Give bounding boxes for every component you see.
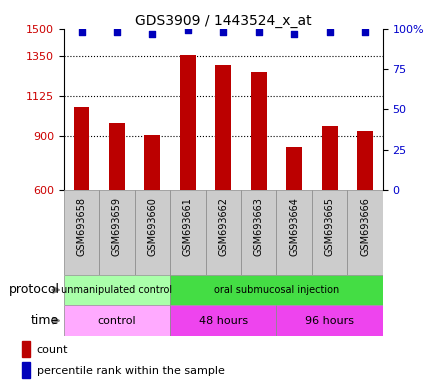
Bar — [64, 275, 170, 305]
Bar — [22, 362, 30, 378]
Bar — [251, 72, 267, 190]
Text: GSM693662: GSM693662 — [218, 197, 228, 256]
Bar — [64, 305, 170, 336]
Text: 96 hours: 96 hours — [305, 316, 354, 326]
Point — [291, 31, 298, 37]
Bar — [22, 341, 30, 357]
Point — [326, 29, 333, 35]
Bar — [312, 190, 347, 275]
Text: unmanipulated control: unmanipulated control — [62, 285, 172, 295]
Bar — [99, 190, 135, 275]
Text: GSM693663: GSM693663 — [254, 197, 264, 256]
Bar — [73, 107, 89, 190]
Bar — [180, 55, 196, 190]
Bar — [276, 305, 383, 336]
Point — [78, 29, 85, 35]
Text: control: control — [98, 316, 136, 326]
Text: GSM693661: GSM693661 — [183, 197, 193, 256]
Bar — [205, 190, 241, 275]
Point — [362, 29, 369, 35]
Text: GSM693659: GSM693659 — [112, 197, 122, 256]
Point — [114, 29, 121, 35]
Bar — [241, 190, 276, 275]
Text: GSM693664: GSM693664 — [289, 197, 299, 256]
Bar — [357, 131, 373, 190]
Bar — [286, 147, 302, 190]
Bar — [109, 123, 125, 190]
Text: GSM693665: GSM693665 — [325, 197, 335, 256]
Bar — [276, 190, 312, 275]
Text: GSM693658: GSM693658 — [77, 197, 87, 256]
Text: count: count — [37, 345, 68, 355]
Text: 48 hours: 48 hours — [199, 316, 248, 326]
Bar — [170, 305, 276, 336]
Point — [255, 29, 262, 35]
Bar — [144, 136, 161, 190]
Bar — [135, 190, 170, 275]
Text: protocol: protocol — [8, 283, 59, 296]
Bar — [215, 65, 231, 190]
Bar — [64, 190, 99, 275]
Point — [184, 27, 191, 33]
Point — [149, 31, 156, 37]
Title: GDS3909 / 1443524_x_at: GDS3909 / 1443524_x_at — [135, 14, 312, 28]
Bar — [170, 275, 383, 305]
Bar — [170, 190, 205, 275]
Text: time: time — [31, 314, 59, 327]
Text: oral submucosal injection: oral submucosal injection — [214, 285, 339, 295]
Text: percentile rank within the sample: percentile rank within the sample — [37, 366, 224, 376]
Bar — [322, 126, 337, 190]
Bar — [347, 190, 383, 275]
Point — [220, 29, 227, 35]
Text: GSM693660: GSM693660 — [147, 197, 158, 256]
Text: GSM693666: GSM693666 — [360, 197, 370, 256]
